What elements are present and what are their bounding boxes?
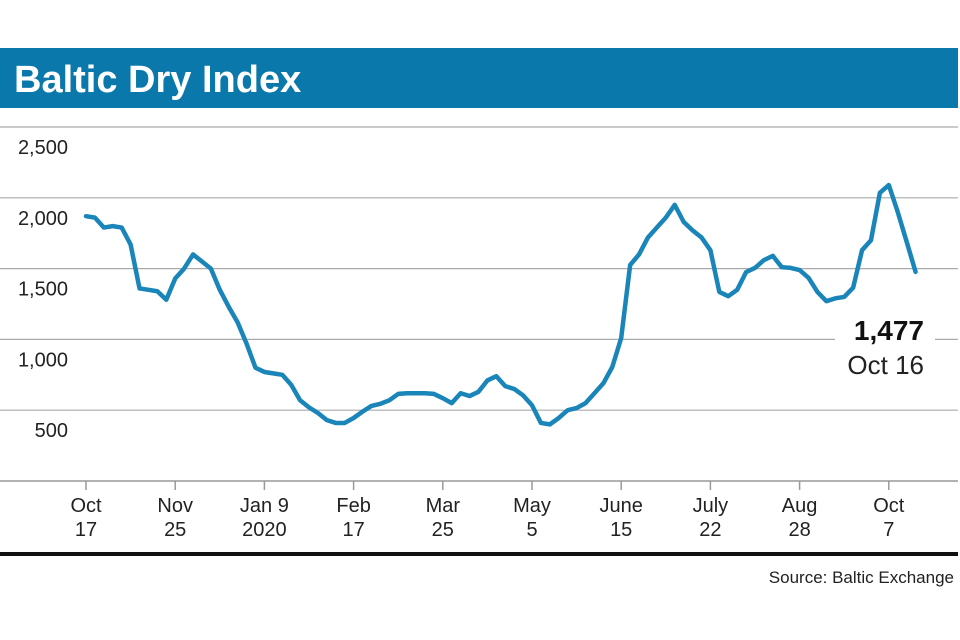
x-tick-label: 28 — [788, 519, 810, 541]
bottom-rule — [0, 552, 958, 556]
end-label-bg — [835, 311, 935, 384]
x-tick-label: May — [513, 495, 551, 517]
x-tick-label: July — [693, 495, 729, 517]
x-tick-label: June — [600, 495, 643, 517]
x-tick-label: 17 — [75, 519, 97, 541]
x-tick-label: 25 — [432, 519, 454, 541]
y-tick-label: 500 — [35, 420, 68, 442]
x-tick-label: Nov — [157, 495, 193, 517]
x-tick-label: 17 — [342, 519, 364, 541]
x-tick-label: Aug — [782, 495, 818, 517]
end-value-label: 1,477 — [854, 315, 924, 346]
x-tick-label: 22 — [699, 519, 721, 541]
title-bar — [0, 48, 958, 108]
y-tick-label: 2,000 — [18, 208, 68, 230]
y-tick-label: 1,500 — [18, 279, 68, 301]
x-tick-label: 7 — [883, 519, 894, 541]
x-tick-label: 25 — [164, 519, 186, 541]
y-tick-label: 1,000 — [18, 349, 68, 371]
x-tick-label: Feb — [336, 495, 370, 517]
x-tick-label: Oct — [873, 495, 905, 517]
x-tick-label: 2020 — [242, 519, 287, 541]
source: Source: Baltic Exchange — [769, 568, 954, 587]
y-tick-label: 2,500 — [18, 137, 68, 159]
x-tick-label: 15 — [610, 519, 632, 541]
line-series — [83, 182, 918, 427]
x-tick-label: 5 — [526, 519, 537, 541]
end-date-label: Oct 16 — [847, 350, 924, 380]
x-tick-label: Oct — [70, 495, 102, 517]
x-tick-label: Jan 9 — [240, 495, 289, 517]
x-tick-label: Mar — [426, 495, 461, 517]
chart-title: Baltic Dry Index — [14, 59, 301, 101]
